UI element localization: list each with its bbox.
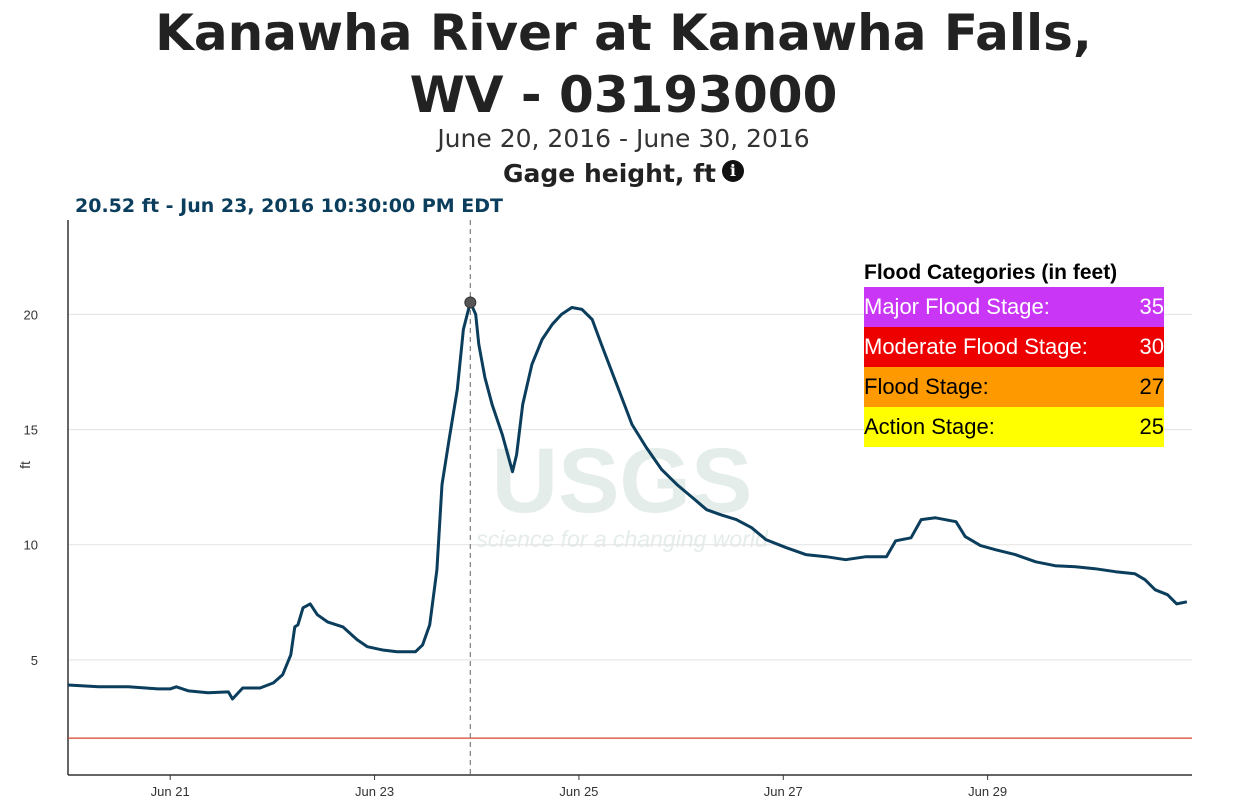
series-line (67, 300, 1188, 701)
flood-category-row: Action Stage: 25 (864, 407, 1164, 447)
flood-category-name: Action Stage: (864, 414, 995, 439)
chart-subtitle: June 20, 2016 - June 30, 2016 (437, 124, 810, 153)
y-axis-label: ft (17, 461, 33, 469)
x-tick-label: Jun 25 (559, 784, 598, 799)
parameter-label: Gage height, ft i (0, 159, 1247, 188)
y-tick-label: 5 (31, 653, 38, 668)
hover-point (464, 296, 477, 309)
info-icon[interactable]: i (721, 160, 744, 182)
x-tick-label: Jun 23 (355, 784, 394, 799)
flood-category-value: 25 (1139, 414, 1164, 439)
hover-label: 20.52 ft - Jun 23, 2016 10:30:00 PM EDT (75, 195, 503, 217)
watermark-logo: USGS (492, 430, 753, 532)
flood-category-value: 27 (1139, 374, 1164, 399)
y-tick-label: 15 (24, 423, 38, 438)
y-tick-label: 10 (24, 538, 38, 553)
y-tick-label: 20 (24, 307, 38, 322)
flood-category-row: Moderate Flood Stage: 30 (864, 327, 1164, 367)
watermark-tagline: science for a changing world (476, 526, 769, 552)
flood-category-name: Flood Stage: (864, 374, 989, 399)
x-tick-label: Jun 27 (764, 784, 803, 799)
flood-categories-title: Flood Categories (in feet) (864, 261, 1118, 284)
parameter-text: Gage height, ft (503, 159, 716, 188)
flood-category-name: Major Flood Stage: (864, 294, 1050, 319)
flood-category-row: Flood Stage: 27 (864, 367, 1164, 407)
flood-category-value: 30 (1139, 334, 1164, 359)
flood-category-value: 35 (1139, 294, 1164, 319)
flood-categories: Flood Categories (in feet) Major Flood S… (864, 258, 1164, 447)
x-tick-label: Jun 29 (968, 784, 1007, 799)
chart-title: Kanawha River at Kanawha Falls, WV - 031… (155, 4, 1092, 124)
flood-category-row: Major Flood Stage: 35 (864, 287, 1164, 327)
flood-category-name: Moderate Flood Stage: (864, 334, 1088, 359)
x-tick-label: Jun 21 (151, 784, 190, 799)
